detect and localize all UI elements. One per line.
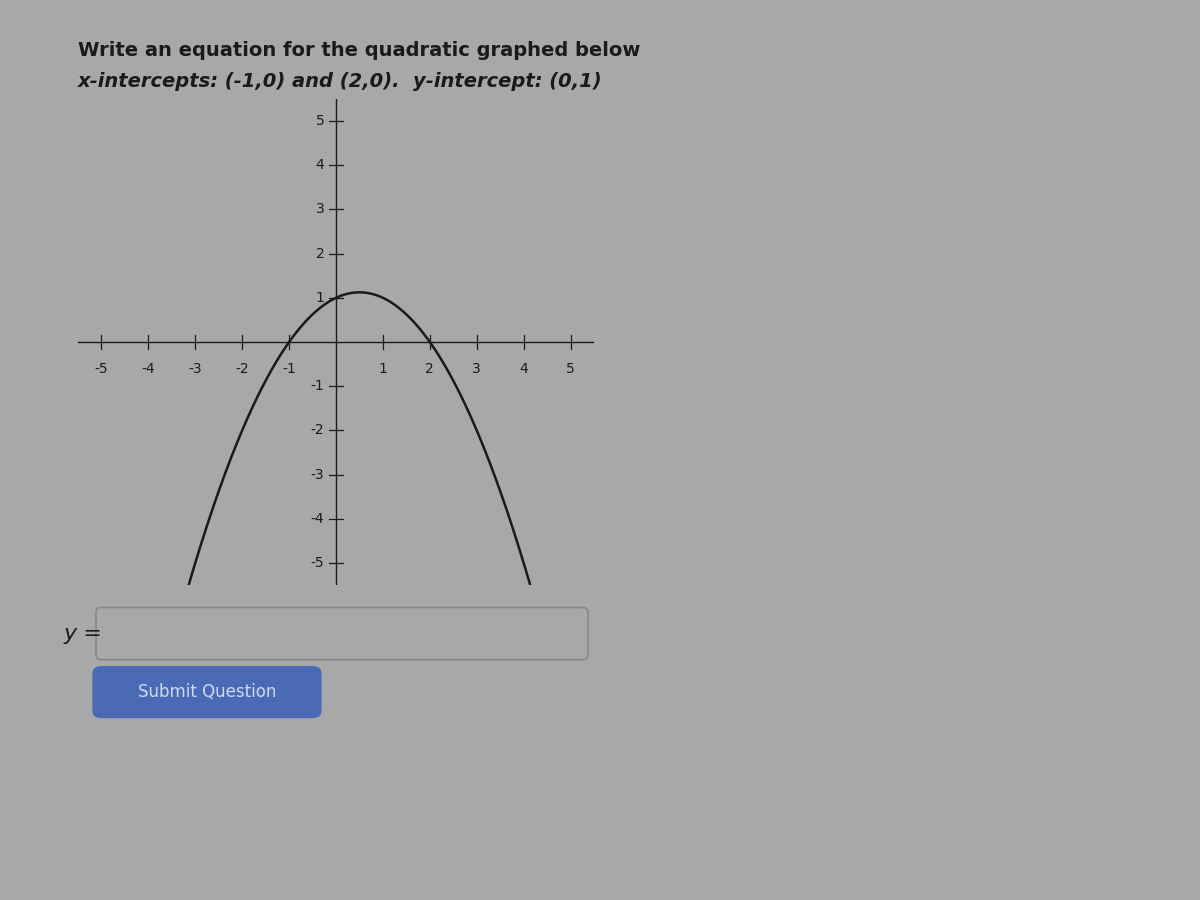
Text: -4: -4 xyxy=(142,362,155,376)
Text: -1: -1 xyxy=(311,379,324,393)
Text: -5: -5 xyxy=(311,556,324,570)
Text: -3: -3 xyxy=(311,467,324,482)
Text: 3: 3 xyxy=(473,362,481,376)
Text: 5: 5 xyxy=(566,362,575,376)
Text: -4: -4 xyxy=(311,512,324,526)
Text: Submit Question: Submit Question xyxy=(138,683,276,701)
Text: y =: y = xyxy=(64,624,102,644)
Text: -3: -3 xyxy=(188,362,202,376)
Text: -1: -1 xyxy=(282,362,296,376)
Text: 4: 4 xyxy=(316,158,324,172)
Text: -5: -5 xyxy=(95,362,108,376)
Text: 1: 1 xyxy=(316,291,324,305)
Text: 1: 1 xyxy=(378,362,388,376)
Text: 3: 3 xyxy=(316,202,324,217)
Text: Write an equation for the quadratic graphed below: Write an equation for the quadratic grap… xyxy=(78,40,641,59)
Text: -2: -2 xyxy=(311,423,324,437)
Text: 5: 5 xyxy=(316,114,324,128)
Text: 2: 2 xyxy=(426,362,434,376)
Text: x-intercepts: (-1,0) and (2,0).  y-intercept: (0,1): x-intercepts: (-1,0) and (2,0). y-interc… xyxy=(78,72,602,91)
Text: 4: 4 xyxy=(520,362,528,376)
Text: 2: 2 xyxy=(316,247,324,261)
Text: -2: -2 xyxy=(235,362,248,376)
